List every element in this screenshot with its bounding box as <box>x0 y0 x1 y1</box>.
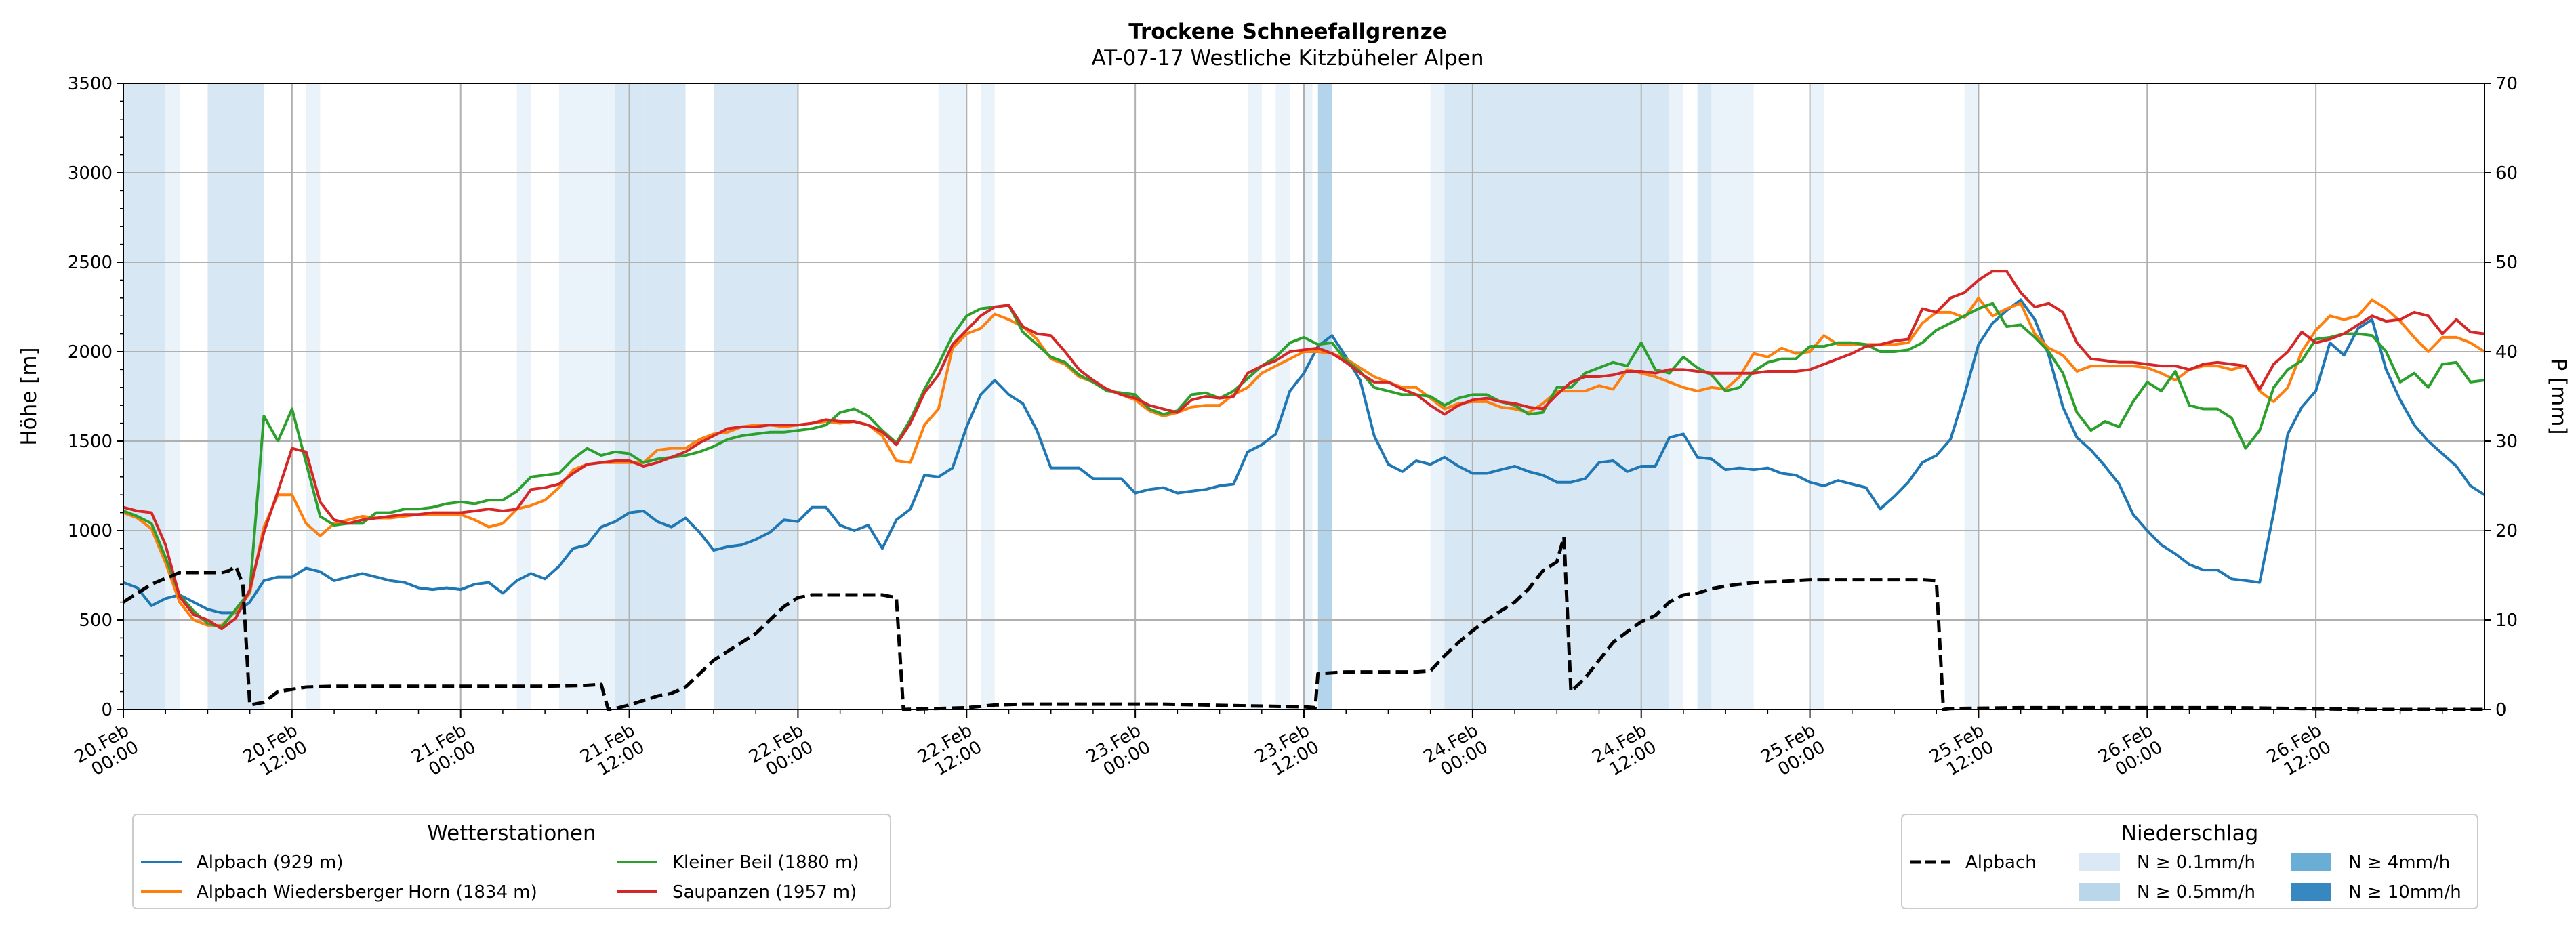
precip-band-8 <box>714 83 798 709</box>
precip-band-10 <box>981 83 995 709</box>
precip-band-0 <box>123 83 166 709</box>
chart-subtitle: AT-07-17 Westliche Kitzbüheler Alpen <box>1092 46 1484 70</box>
precip-band-13 <box>1304 83 1313 709</box>
precip-band-9 <box>938 83 967 709</box>
precip-band-20 <box>1810 83 1824 709</box>
legend-precipitation: Niederschlag Alpbach N ≥ 0.1mm/h N ≥ 0.5… <box>1901 814 2478 909</box>
legend-label-saupanzen: Saupanzen (1957 m) <box>672 882 857 903</box>
precip-band-4 <box>516 83 531 709</box>
precip-band-3 <box>306 83 321 709</box>
rtick-label-20: 20 <box>2495 521 2518 541</box>
precip-band-14 <box>1317 83 1332 709</box>
legend-stations-box <box>132 814 891 909</box>
ytick-label-3000: 3000 <box>68 163 113 184</box>
legend-label-alpbach: Alpbach (929 m) <box>197 852 344 873</box>
legend-label-precip-line: Alpbach <box>1965 852 2037 873</box>
ytick-label-0: 0 <box>101 700 113 720</box>
rtick-label-60: 60 <box>2495 163 2518 184</box>
ytick-label-1500: 1500 <box>68 432 113 452</box>
precip-band-5 <box>558 83 615 709</box>
rtick-label-0: 0 <box>2495 700 2507 720</box>
series-line-0 <box>123 298 2486 615</box>
ytick-label-2500: 2500 <box>68 253 113 273</box>
precip-band-11 <box>1248 83 1262 709</box>
y-axis-right: 0 10 20 30 40 50 60 70 <box>2485 74 2518 720</box>
precip-band-21 <box>1964 83 1979 709</box>
legend-swatch-precip-10 <box>2291 883 2331 901</box>
precip-band-15 <box>1430 83 1445 709</box>
rtick-label-40: 40 <box>2495 342 2518 363</box>
precip-band-19 <box>1711 83 1754 709</box>
ytick-label-2000: 2000 <box>68 342 113 363</box>
xtick-label-1: 20.Feb12:00 <box>240 720 311 784</box>
series-line-2 <box>123 302 2485 629</box>
legend-stations: Wetterstationen Alpbach (929 m) Alpbach … <box>132 814 891 909</box>
precip-band-1 <box>165 83 180 709</box>
precip-band-7 <box>643 83 686 709</box>
legend-precip-title: Niederschlag <box>2121 821 2259 846</box>
grid-lines <box>123 83 2485 709</box>
legend-swatch-precip-05 <box>2079 883 2120 901</box>
xtick-label-10: 25.Feb00:00 <box>1757 720 1828 784</box>
xtick-label-11: 25.Feb12:00 <box>1926 720 1997 784</box>
xtick-label-2: 21.Feb00:00 <box>409 720 480 784</box>
legend-swatch-precip-01 <box>2079 853 2120 871</box>
precipitation-bands <box>123 83 1979 709</box>
xtick-label-4: 22.Feb00:00 <box>745 720 817 784</box>
legend-label-kleiner-beil: Kleiner Beil (1880 m) <box>672 852 859 873</box>
chart-title: Trockene Schneefallgrenze <box>1128 20 1447 44</box>
precip-band-12 <box>1275 83 1290 709</box>
xtick-label-5: 22.Feb12:00 <box>914 720 985 784</box>
y-axis-right-label: P [mm] <box>2546 358 2571 434</box>
y-axis-label: Höhe [m] <box>17 347 41 445</box>
rtick-label-70: 70 <box>2495 74 2518 94</box>
xtick-label-12: 26.Feb00:00 <box>2095 720 2166 784</box>
precip-band-18 <box>1697 83 1712 709</box>
xtick-label-3: 21.Feb12:00 <box>577 720 648 784</box>
rtick-label-10: 10 <box>2495 611 2518 631</box>
series-line-3 <box>123 270 2485 631</box>
legend-label-wiedersberger-horn: Alpbach Wiedersberger Horn (1834 m) <box>197 882 537 903</box>
data-lines <box>122 270 2486 711</box>
ytick-label-3500: 3500 <box>68 74 113 94</box>
legend-stations-title: Wetterstationen <box>427 821 596 846</box>
rtick-label-50: 50 <box>2495 253 2518 273</box>
xtick-label-6: 23.Feb00:00 <box>1083 720 1154 784</box>
rtick-label-30: 30 <box>2495 432 2518 452</box>
xtick-label-9: 24.Feb12:00 <box>1589 720 1660 784</box>
legend-label-precip-05: N ≥ 0.5mm/h <box>2137 882 2255 903</box>
legend-label-precip-01: N ≥ 0.1mm/h <box>2137 852 2255 873</box>
legend-label-precip-10: N ≥ 10mm/h <box>2348 882 2461 903</box>
ytick-label-1000: 1000 <box>68 521 113 541</box>
precip-band-17 <box>1669 83 1683 709</box>
xtick-label-8: 24.Feb00:00 <box>1420 720 1492 784</box>
legend-label-precip-4: N ≥ 4mm/h <box>2348 852 2450 873</box>
ytick-label-500: 500 <box>79 611 113 631</box>
xtick-label-0: 20.Feb00:00 <box>71 720 142 784</box>
xtick-label-13: 26.Feb12:00 <box>2264 720 2335 784</box>
y-axis-left: 0 500 1000 1500 2000 2500 3000 3500 <box>68 74 123 720</box>
xtick-label-7: 23.Feb12:00 <box>1252 720 1323 784</box>
series-line-4 <box>122 535 2485 711</box>
legend-precip-box <box>1901 814 2478 909</box>
legend-swatch-precip-4 <box>2291 853 2331 871</box>
x-axis: 20.Feb00:00 20.Feb12:00 21.Feb00:00 21.Feb1… <box>71 709 2443 784</box>
precip-band-2 <box>207 83 264 709</box>
